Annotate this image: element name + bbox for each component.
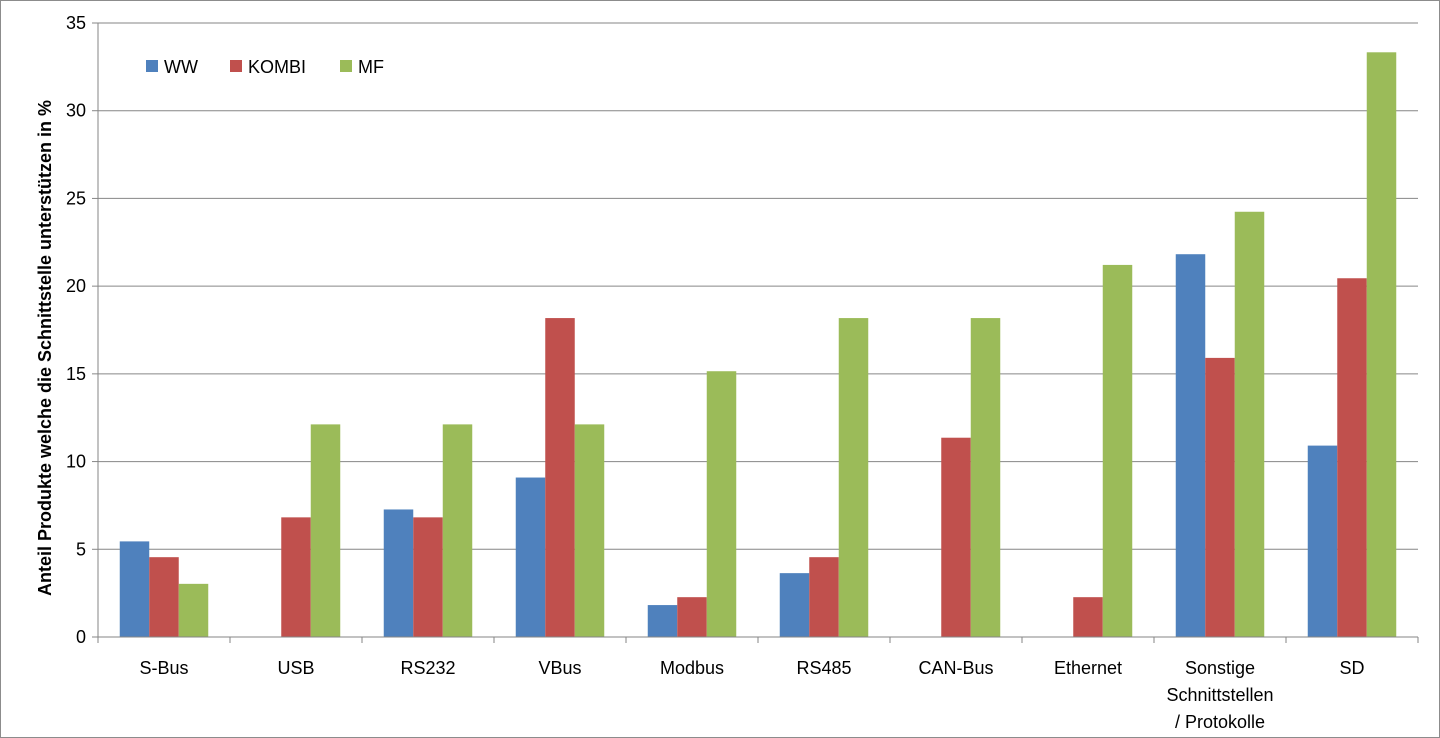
legend-swatch-kombi bbox=[230, 60, 242, 72]
x-tick-label: USB bbox=[277, 658, 314, 678]
y-tick-label: 5 bbox=[76, 539, 86, 559]
bar-mf-2 bbox=[442, 424, 473, 637]
bar-kombi-9 bbox=[1337, 278, 1367, 637]
legend-swatch-mf bbox=[340, 60, 352, 72]
bar-mf-5 bbox=[838, 318, 869, 637]
y-tick-label: 10 bbox=[66, 452, 86, 472]
x-tick-label: CAN-Bus bbox=[918, 658, 993, 678]
x-tick-label: S-Bus bbox=[139, 658, 188, 678]
legend-label-ww: WW bbox=[164, 57, 198, 77]
bar-ww-5 bbox=[779, 573, 810, 637]
bar-ww-0 bbox=[119, 541, 150, 637]
x-tick-label: Ethernet bbox=[1054, 658, 1122, 678]
bar-mf-4 bbox=[706, 371, 737, 637]
x-tick-label: RS232 bbox=[400, 658, 455, 678]
bar-kombi-5 bbox=[809, 557, 839, 637]
bar-kombi-0 bbox=[149, 557, 179, 637]
legend-swatch-ww bbox=[146, 60, 158, 72]
bar-kombi-1 bbox=[281, 517, 311, 637]
bar-kombi-8 bbox=[1205, 357, 1235, 637]
y-tick-label: 30 bbox=[66, 101, 86, 121]
x-tick-label: / Protokolle bbox=[1175, 712, 1265, 732]
legend-label-mf: MF bbox=[358, 57, 384, 77]
bar-mf-7 bbox=[1102, 264, 1133, 637]
bar-mf-1 bbox=[310, 424, 341, 637]
y-tick-label: 25 bbox=[66, 188, 86, 208]
y-tick-label: 0 bbox=[76, 627, 86, 647]
bar-kombi-7 bbox=[1073, 597, 1103, 637]
bar-ww-8 bbox=[1175, 254, 1206, 638]
x-tick-label: RS485 bbox=[796, 658, 851, 678]
bar-ww-3 bbox=[515, 477, 546, 637]
bar-ww-4 bbox=[647, 605, 678, 637]
bar-mf-0 bbox=[178, 583, 209, 637]
bar-mf-6 bbox=[970, 318, 1001, 637]
y-tick-label: 15 bbox=[66, 364, 86, 384]
y-tick-label: 20 bbox=[66, 276, 86, 296]
x-tick-label: Schnittstellen bbox=[1166, 685, 1273, 705]
bar-kombi-6 bbox=[941, 437, 971, 637]
y-tick-label: 35 bbox=[66, 13, 86, 33]
x-tick-label: Modbus bbox=[660, 658, 724, 678]
x-tick-label: VBus bbox=[538, 658, 581, 678]
bar-mf-8 bbox=[1234, 211, 1265, 637]
x-tick-label: SD bbox=[1339, 658, 1364, 678]
x-tick-label: Sonstige bbox=[1185, 658, 1255, 678]
bar-kombi-2 bbox=[413, 517, 443, 637]
bar-mf-9 bbox=[1366, 52, 1397, 637]
y-axis-title: Anteil Produkte welche die Schnittstelle… bbox=[35, 100, 55, 596]
bar-ww-2 bbox=[383, 509, 414, 637]
bar-kombi-3 bbox=[545, 318, 575, 637]
bar-ww-9 bbox=[1307, 445, 1338, 637]
bar-mf-3 bbox=[574, 424, 605, 637]
legend-label-kombi: KOMBI bbox=[248, 57, 306, 77]
bar-kombi-4 bbox=[677, 597, 707, 637]
